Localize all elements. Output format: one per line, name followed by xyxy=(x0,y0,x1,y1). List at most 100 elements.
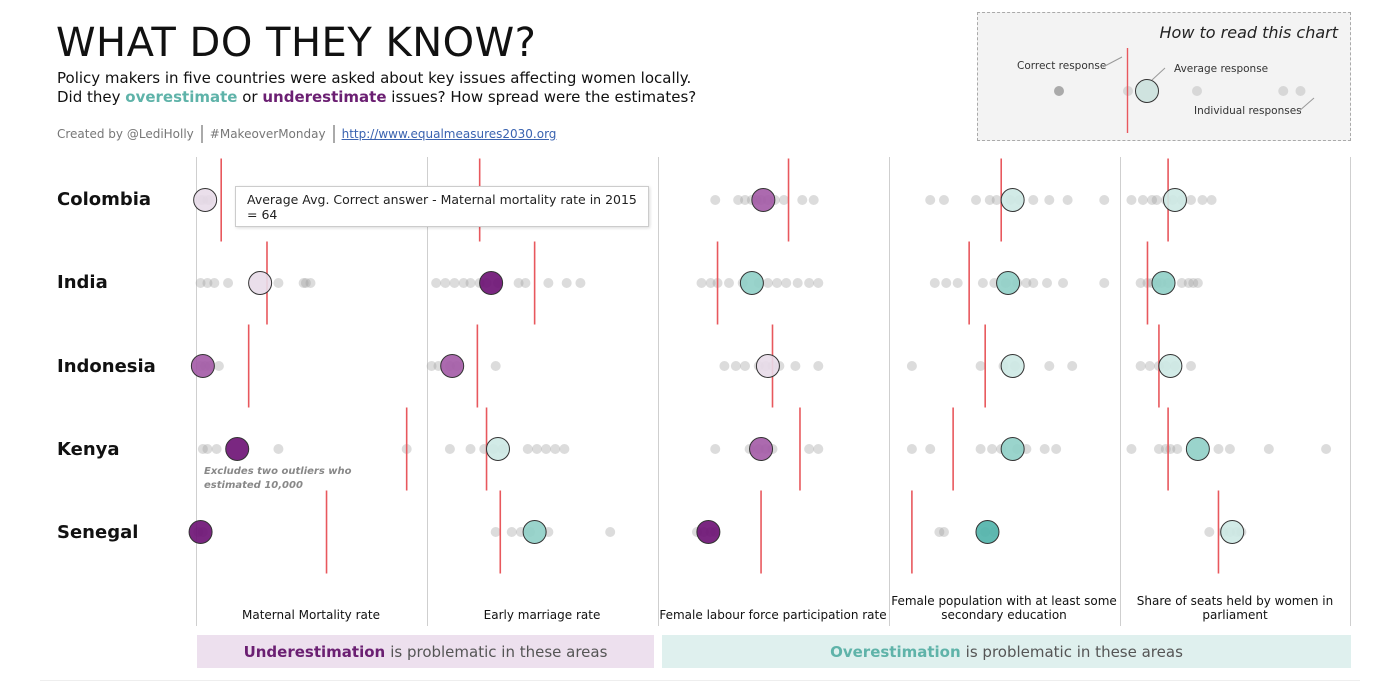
hover-tooltip: Average Avg. Correct answer - Maternal m… xyxy=(235,186,649,227)
individual-response-dot xyxy=(522,444,533,454)
individual-response-dot xyxy=(762,278,773,288)
individual-response-dot xyxy=(1135,361,1146,371)
average-response-circle xyxy=(1162,188,1187,212)
individual-response-dot xyxy=(991,195,1002,205)
legend-pointer xyxy=(1297,97,1315,113)
individual-response-dot xyxy=(1021,278,1032,288)
legend-correct-label: Correct response xyxy=(1017,60,1107,72)
individual-response-dot xyxy=(1039,444,1050,454)
individual-response-dot xyxy=(1213,444,1224,454)
individual-response-dot xyxy=(300,278,311,288)
average-response-circle xyxy=(225,437,250,461)
legend-individual-dot xyxy=(1192,86,1202,96)
individual-response-dot xyxy=(1126,195,1137,205)
individual-response-dot xyxy=(778,195,789,205)
credit-divider xyxy=(200,125,203,143)
individual-response-dot xyxy=(906,444,917,454)
individual-response-dot xyxy=(1051,444,1062,454)
legend-pointer xyxy=(1151,67,1166,81)
individual-response-dot xyxy=(987,444,998,454)
individual-response-dot xyxy=(733,195,744,205)
individual-response-dot xyxy=(938,195,949,205)
average-response-circle xyxy=(1000,437,1025,461)
individual-response-dot xyxy=(520,278,531,288)
individual-response-dot xyxy=(1224,444,1235,454)
row-label-indonesia: Indonesia xyxy=(57,356,156,377)
individual-response-dot xyxy=(813,444,824,454)
individual-response-dot xyxy=(506,527,517,537)
individual-response-dot xyxy=(559,444,570,454)
individual-response-dot xyxy=(195,278,206,288)
row-label-kenya: Kenya xyxy=(57,439,120,460)
individual-response-dot xyxy=(723,278,734,288)
average-response-circle xyxy=(1151,271,1176,295)
individual-response-dot xyxy=(1099,195,1110,205)
individual-response-dot xyxy=(305,278,316,288)
individual-response-dot xyxy=(531,444,542,454)
chart-title: WHAT DO THEY KNOW? xyxy=(56,20,537,66)
band-over-word: Overestimation xyxy=(830,642,961,661)
individual-response-dot xyxy=(696,278,707,288)
legend-individual-dot xyxy=(1295,86,1306,96)
individual-response-dot xyxy=(213,361,224,371)
individual-response-dot xyxy=(202,444,213,454)
individual-response-dot xyxy=(804,444,815,454)
individual-response-dot xyxy=(813,278,824,288)
individual-response-dot xyxy=(490,361,501,371)
legend-average-label: Average response xyxy=(1174,63,1269,75)
column-label-secondary-education: Female population with at least some sec… xyxy=(891,594,1117,622)
average-response-circle xyxy=(739,271,764,295)
individual-response-dot xyxy=(790,361,801,371)
column-label-parliament-seats: Share of seats held by women in parliame… xyxy=(1136,594,1334,622)
individual-response-dot xyxy=(1144,361,1155,371)
individual-response-dot xyxy=(1042,278,1053,288)
average-response-circle xyxy=(522,520,547,544)
outlier-note: Excludes two outliers who estimated 10,0… xyxy=(204,466,352,491)
individual-response-dot xyxy=(202,278,213,288)
individual-response-dot xyxy=(1176,278,1187,288)
legend-box: How to read this chart Correct response … xyxy=(977,12,1351,141)
individual-response-dot xyxy=(490,527,501,537)
source-link[interactable]: http://www.equalmeasures2030.org xyxy=(341,127,557,141)
individual-response-dot xyxy=(444,444,455,454)
average-response-circle xyxy=(440,354,465,378)
individual-response-dot xyxy=(1147,195,1158,205)
average-response-circle xyxy=(1158,354,1183,378)
individual-response-dot xyxy=(449,278,460,288)
average-response-circle xyxy=(485,437,510,461)
subtitle-text-mid: or xyxy=(237,88,263,106)
band-under-text: is problematic in these areas xyxy=(390,642,608,661)
legend-title: How to read this chart xyxy=(1159,23,1338,42)
individual-response-dot xyxy=(792,278,803,288)
individual-response-dot xyxy=(1044,361,1055,371)
subtitle-text-post: issues? How spread were the estimates? xyxy=(386,88,697,106)
average-response-circle xyxy=(696,520,721,544)
subtitle-underestimate: underestimate xyxy=(262,88,387,106)
individual-response-dot xyxy=(211,444,222,454)
individual-response-dot xyxy=(465,278,476,288)
individual-response-dot xyxy=(1172,444,1183,454)
individual-response-dot xyxy=(298,278,309,288)
individual-response-dot xyxy=(543,278,554,288)
individual-response-dot xyxy=(426,361,437,371)
credits-bar: Created by @LediHolly #MakeoverMonday ht… xyxy=(57,125,556,143)
average-response-circle xyxy=(193,188,218,212)
overestimation-band: Overestimation is problematic in these a… xyxy=(662,635,1351,668)
chart-subtitle: Policy makers in five countries were ask… xyxy=(57,69,697,107)
row-label-india: India xyxy=(57,272,108,293)
average-response-circle xyxy=(755,354,780,378)
individual-response-dot xyxy=(1137,195,1148,205)
individual-response-dot xyxy=(971,195,982,205)
individual-response-dot xyxy=(808,195,819,205)
average-response-circle xyxy=(190,354,215,378)
individual-response-dot xyxy=(975,444,986,454)
individual-response-dot xyxy=(1188,278,1199,288)
individual-response-dot xyxy=(1028,195,1039,205)
individual-response-dot xyxy=(575,278,586,288)
individual-response-dot xyxy=(934,527,945,537)
individual-response-dot xyxy=(977,278,988,288)
individual-response-dot xyxy=(710,444,721,454)
individual-response-dot xyxy=(906,361,917,371)
individual-response-dot xyxy=(561,278,572,288)
column-label-labour-force: Female labour force participation rate xyxy=(659,608,887,622)
